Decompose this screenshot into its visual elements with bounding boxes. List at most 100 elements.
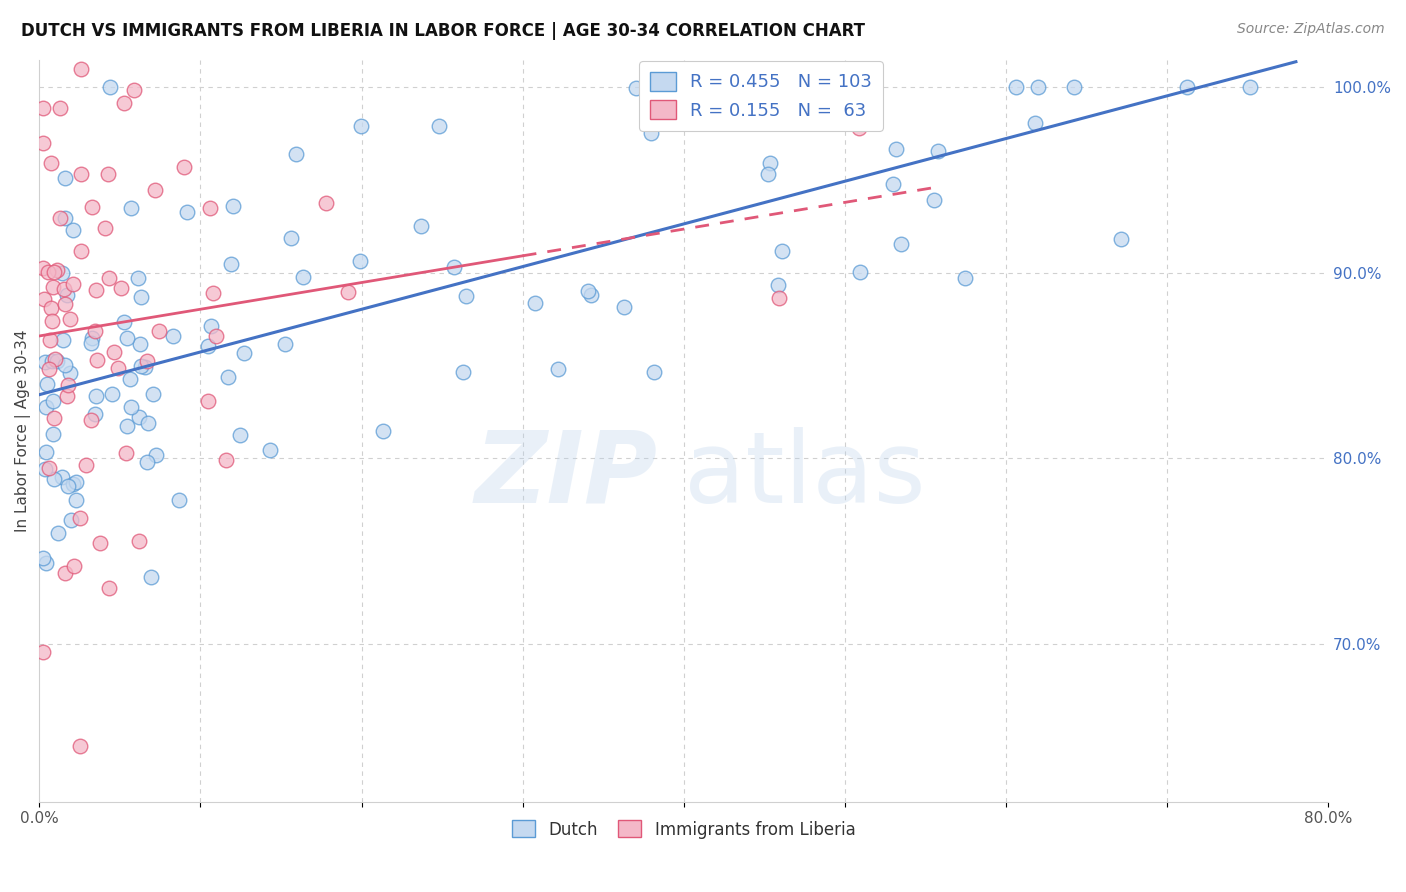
- Point: [59, 312, 82, 326]
- Point: [34, 444, 56, 458]
- Point: [86, 353, 108, 368]
- Point: [221, 257, 243, 271]
- Point: [115, 419, 138, 434]
- Point: [141, 570, 163, 584]
- Point: [34, 462, 56, 476]
- Point: [176, 204, 198, 219]
- Point: [53, 211, 76, 225]
- Point: [46, 262, 69, 277]
- Point: [51, 267, 73, 281]
- Point: [39, 301, 62, 315]
- Point: [280, 231, 302, 245]
- Point: [443, 260, 465, 274]
- Point: [142, 386, 165, 401]
- Point: [80, 200, 103, 214]
- Point: [110, 281, 132, 295]
- Point: [613, 300, 636, 314]
- Point: [80, 413, 103, 427]
- Point: [1024, 115, 1046, 129]
- Point: [82, 331, 104, 345]
- Point: [80, 335, 103, 350]
- Point: [31, 101, 53, 115]
- Point: [59, 513, 82, 527]
- Point: [953, 271, 976, 285]
- Point: [336, 285, 359, 299]
- Point: [148, 324, 170, 338]
- Point: [35, 376, 58, 391]
- Point: [1063, 80, 1085, 95]
- Point: [1239, 80, 1261, 95]
- Point: [86, 389, 108, 403]
- Point: [129, 290, 152, 304]
- Point: [690, 80, 713, 95]
- Point: [41, 314, 63, 328]
- Point: [167, 493, 190, 508]
- Point: [134, 359, 156, 374]
- Point: [884, 142, 907, 156]
- Point: [55, 566, 77, 581]
- Point: [35, 556, 58, 570]
- Point: [409, 219, 432, 233]
- Text: ZIP: ZIP: [475, 426, 658, 524]
- Point: [42, 427, 65, 442]
- Point: [97, 167, 120, 181]
- Point: [53, 297, 76, 311]
- Point: [70, 168, 93, 182]
- Point: [31, 260, 53, 275]
- Point: [75, 458, 97, 472]
- Point: [56, 378, 79, 392]
- Point: [1004, 80, 1026, 95]
- Point: [31, 136, 53, 150]
- Point: [112, 315, 135, 329]
- Point: [114, 446, 136, 460]
- Point: [103, 344, 125, 359]
- Point: [56, 479, 79, 493]
- Point: [128, 533, 150, 548]
- Point: [197, 394, 219, 409]
- Point: [56, 389, 79, 403]
- Point: [52, 333, 75, 347]
- Point: [62, 477, 84, 491]
- Point: [200, 318, 222, 333]
- Point: [84, 283, 107, 297]
- Point: [274, 337, 297, 351]
- Point: [62, 223, 84, 237]
- Point: [315, 196, 337, 211]
- Point: [98, 80, 121, 95]
- Point: [31, 645, 53, 659]
- Point: [350, 119, 373, 133]
- Point: [42, 472, 65, 486]
- Point: [849, 265, 872, 279]
- Point: [98, 270, 121, 285]
- Point: [349, 254, 371, 268]
- Point: [89, 536, 111, 550]
- Point: [229, 428, 252, 442]
- Point: [143, 183, 166, 197]
- Point: [120, 201, 142, 215]
- Point: [31, 551, 53, 566]
- Point: [49, 101, 72, 115]
- Point: [44, 351, 66, 366]
- Point: [759, 156, 782, 170]
- Point: [371, 425, 394, 439]
- Point: [848, 121, 870, 136]
- Point: [456, 289, 478, 303]
- Point: [451, 365, 474, 379]
- Point: [112, 95, 135, 110]
- Point: [53, 170, 76, 185]
- Point: [48, 211, 70, 225]
- Point: [122, 83, 145, 97]
- Point: [115, 331, 138, 345]
- Point: [32, 292, 55, 306]
- Point: [48, 526, 70, 541]
- Point: [83, 324, 105, 338]
- Point: [770, 244, 793, 258]
- Point: [42, 411, 65, 425]
- Point: [41, 156, 63, 170]
- Point: [222, 199, 245, 213]
- Point: [83, 407, 105, 421]
- Point: [135, 354, 157, 368]
- Point: [98, 581, 121, 595]
- Point: [752, 103, 775, 117]
- Point: [120, 400, 142, 414]
